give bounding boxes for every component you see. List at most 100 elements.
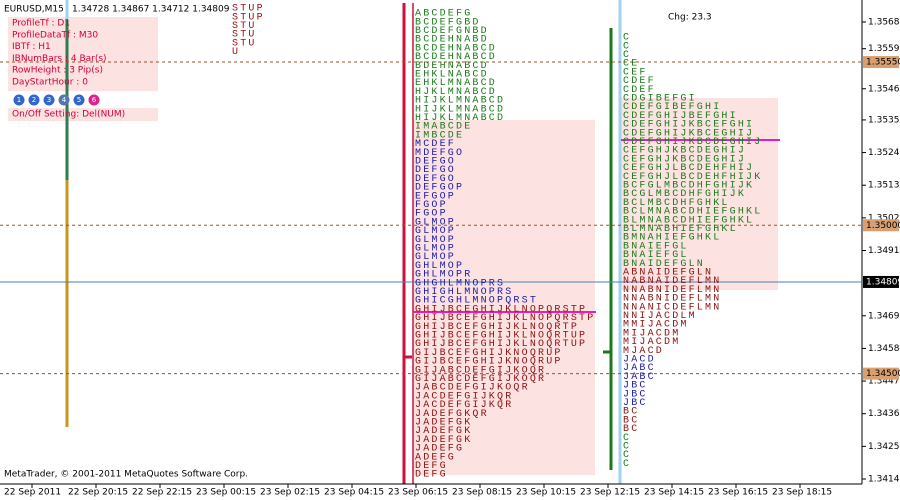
tpo-row: ADEFG [415,452,456,463]
copyright: MetaTrader, © 2001-2011 MetaQuotes Softw… [4,470,248,480]
tpo-row: GLMOP [415,244,456,255]
tpo-row: JADEFGK [415,426,472,437]
tpo-row: IMBCDE [415,130,464,141]
y-tick-label: 1.35355 [868,115,900,125]
tpo-row: GIJBCEFGHIJKNOQRUP [415,357,563,368]
toggle-label[interactable]: On/Off Setting: Del(NUM) [12,110,125,120]
tpo-row: GHIJBCEFGHIJKLNOQRTUP [415,331,587,342]
x-tick-label: 23 Sep 12:15 [580,488,640,498]
tpo-row: JACDEFGIJKQR [415,400,513,411]
button-label[interactable]: 5 [77,96,81,104]
button-label[interactable]: 1 [17,96,21,104]
profile-button[interactable] [58,94,70,106]
value-area [413,120,595,475]
tpo-row: C [623,442,631,453]
tpo-row: EHKLMNABCD [415,78,497,89]
y-tick-label: 1.34475 [868,377,900,387]
tpo-row: ABCDEFG [415,9,472,20]
tpo-row: EFGOP [415,191,456,202]
tpo-row: MIJACDM [623,328,680,339]
tpo-row: CEFGHJKBCDEGHIJ [623,154,746,165]
tpo-row: MMIJACDM [623,320,689,331]
tpo-row: GIJABCDEFGIJKOQR [415,374,546,385]
tpo-row: C [623,433,631,444]
tpo-row: NNANICDEFLMN [623,302,721,313]
x-tick-label: 23 Sep 14:15 [644,488,704,498]
tpo-row: MCDEF [415,139,456,150]
tpo-row: GLMOP [415,252,456,263]
x-tick-label: 23 Sep 08:15 [452,488,512,498]
tpo-row: CDEF [623,76,656,87]
tpo-row: BMNAHIEFGHKL [623,233,721,244]
tpo-row: CDEFGHIJKBCEFGHI [623,120,754,131]
tpo-row: GLMOP [415,235,456,246]
profile-button[interactable] [43,94,55,106]
tpo-row: BDEHNABCD [415,61,489,72]
x-tick-label: 23 Sep 04:15 [324,488,384,498]
y-tick-label: 1.34695 [868,311,900,321]
tpo-row: JACDEFGIJKQR [415,391,513,402]
tpo-row: GHIJBCEGHIJKLNOPQRSTP [415,304,587,315]
y-tick-label: 1.34915 [868,246,900,256]
setting: ProfileDataTf : M30 [12,30,98,40]
toggle-panel [8,108,158,121]
level-box [863,367,899,380]
tpo-row: U [232,47,240,58]
button-label[interactable]: 4 [62,96,67,104]
y-tick-label: 1.35025 [868,213,900,223]
tpo-row: GLMOP [415,226,456,237]
profile-button[interactable] [73,94,85,106]
y-tick-label: 1.35595 [868,44,900,54]
tpo-row: BNAIEFGL [623,250,689,261]
tpo-row: BNAIDEFGLN [623,259,705,270]
tpo-row: JACD [623,355,656,366]
tpo-row: STUP [232,12,265,23]
tpo-row: CEFGHJLBCDEHFHIJK [623,172,762,183]
setting: IBNumBars : 4 Bar(s) [12,54,107,64]
x-tick-label: 23 Sep 00:15 [196,488,256,498]
x-tick-label: 22 Sep 20:15 [68,488,128,498]
tpo-row: BLMNABHIEFGHKL [623,224,738,235]
setting: RowHeight : 3 Pip(s) [12,66,103,76]
tpo-row: NNABNIDEFLMN [623,285,721,296]
tpo-row: BC [623,424,639,435]
button-label[interactable]: 2 [32,96,36,104]
tpo-row: DEFGO [415,157,456,168]
tpo-row: BCDEHNABCD [415,52,497,63]
tpo-row: MJACD [623,346,664,357]
x-tick-label: 22 Sep 22:15 [132,488,192,498]
tpo-row: ABNAIDEFGLN [623,268,713,279]
tpo-row: GHICGHLMNOPQRST [415,296,538,307]
profile-button[interactable] [28,94,40,106]
tpo-row: DEFGO [415,165,456,176]
tpo-row: BC [623,407,639,418]
tpo-row: JABCDEFGIJKOQR [415,383,530,394]
level-label: 1.34500 [866,369,900,379]
tpo-row: C [623,41,631,52]
tpo-row: GIJBCEFGHIJKNOQRUP [415,348,563,359]
profile-button[interactable] [13,94,25,106]
tpo-row: STU [232,21,257,32]
button-label[interactable]: 3 [47,96,51,104]
level-box [863,219,899,232]
tpo-row: CEFGHJLBCDEHFHIJ [623,163,754,174]
profile-button[interactable] [88,94,100,106]
tpo-row: CDGIBEFGI [623,94,697,105]
tpo-row: C [623,450,631,461]
tpo-row: STU [232,30,257,41]
tpo-row: JADEFGK [415,418,472,429]
tpo-row: HIJKLMNABCD [415,113,505,124]
tpo-row: JADEFGKQR [415,409,489,420]
tpo-row: C [623,50,631,61]
tpo-row: STU [232,38,257,49]
tpo-row: JBC [623,398,648,409]
info-panel [8,17,158,91]
tpo-row: GHLMOPR [415,270,472,281]
tpo-row: GHIJBCEFGHIJKLNOPQRSTP [415,313,595,324]
button-label[interactable]: 6 [92,96,97,104]
level-box [863,56,899,69]
tpo-row: NABNAIDEFLMN [623,276,721,287]
tpo-row: GHGHLMNOPRS [415,278,505,289]
tpo-row: DEFGO [415,174,456,185]
change: Chg: 23.3 [668,13,712,23]
